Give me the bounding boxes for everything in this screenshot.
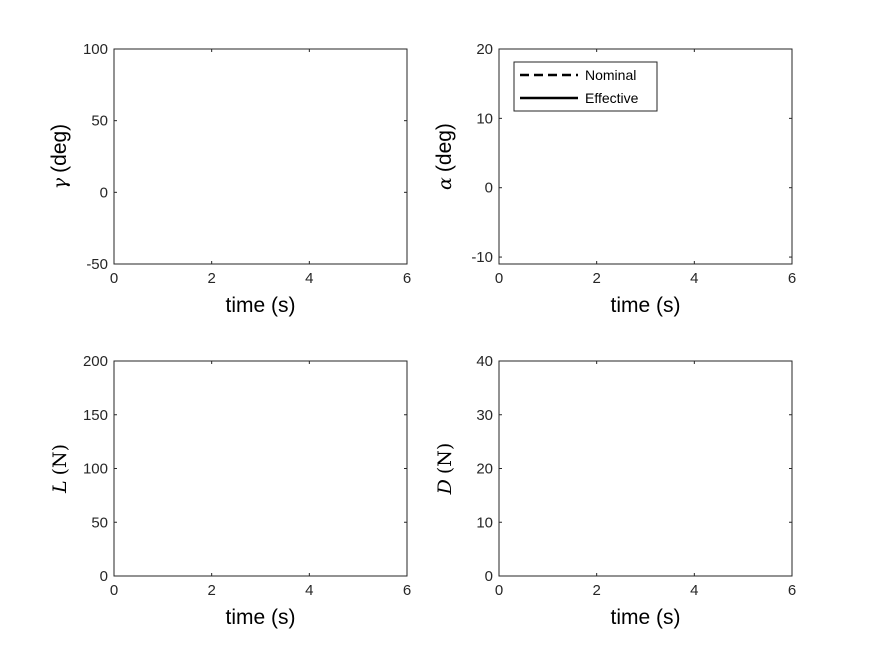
x-axis-label: time (s) (226, 294, 296, 317)
y-tick-label: 0 (100, 184, 108, 201)
y-axis-unit: (N) (49, 444, 71, 475)
y-tick-label: 0 (100, 568, 108, 585)
axes-frame (498, 360, 793, 577)
legend-box (513, 61, 658, 112)
y-tick-label: 150 (83, 407, 108, 424)
legend-label-effective: Effective (585, 90, 639, 106)
y-axis-symbol: α (434, 177, 456, 190)
x-tick-label: 2 (592, 582, 600, 599)
x-axis-label: time (s) (611, 294, 681, 317)
x-tick-label: 6 (788, 270, 796, 287)
y-axis-label: L (N) (49, 444, 71, 494)
y-tick-label: 50 (91, 113, 108, 130)
y-axis-unit: (N) (434, 443, 456, 474)
x-tick-label: 0 (495, 270, 503, 287)
drag-plot-panel: 0 2 4 6 0 10 20 30 40 time (s) D (N) (434, 353, 796, 629)
y-axis-symbol: L (49, 480, 71, 494)
y-tick-label: 10 (476, 514, 493, 531)
x-tick-label: 0 (110, 582, 118, 599)
x-tick-label: 0 (495, 582, 503, 599)
y-tick-label: -10 (471, 249, 493, 266)
y-tick-label: 40 (476, 353, 493, 370)
x-tick-label: 4 (690, 270, 698, 287)
legend: Nominal Effective (513, 61, 658, 112)
y-axis-label: γ (deg) (48, 124, 71, 189)
x-tick-label: 2 (592, 270, 600, 287)
y-axis-unit: (deg) (48, 124, 71, 173)
x-tick-label: 4 (305, 270, 313, 287)
axes-frame (113, 48, 408, 265)
x-tick-label: 2 (207, 582, 215, 599)
y-tick-label: -50 (86, 256, 108, 273)
lift-plot-panel: 0 2 4 6 0 50 100 150 200 time (s) L (N) (49, 353, 411, 629)
x-tick-label: 0 (110, 270, 118, 287)
y-tick-label: 10 (476, 110, 493, 127)
x-tick-label: 6 (403, 270, 411, 287)
x-tick-label: 4 (690, 582, 698, 599)
y-tick-label: 20 (476, 461, 493, 478)
y-axis-symbol: D (434, 479, 456, 495)
x-axis-label: time (s) (226, 606, 296, 629)
y-tick-label: 100 (83, 461, 108, 478)
y-axis-label: D (N) (434, 443, 456, 496)
x-axis-label: time (s) (611, 606, 681, 629)
x-tick-label: 4 (305, 582, 313, 599)
y-tick-label: 50 (91, 514, 108, 531)
y-tick-label: 20 (476, 41, 493, 58)
y-axis-unit: (deg) (433, 123, 456, 172)
x-tick-label: 2 (207, 270, 215, 287)
y-tick-label: 0 (485, 568, 493, 585)
axes-frame (113, 360, 408, 577)
y-axis-symbol: γ (49, 177, 71, 189)
legend-label-nominal: Nominal (585, 67, 636, 83)
y-axis-label: α (deg) (433, 123, 456, 190)
x-tick-label: 6 (403, 582, 411, 599)
y-tick-label: 30 (476, 407, 493, 424)
y-tick-label: 0 (485, 180, 493, 197)
y-tick-label: 200 (83, 353, 108, 370)
y-tick-label: 100 (83, 41, 108, 58)
x-tick-label: 6 (788, 582, 796, 599)
